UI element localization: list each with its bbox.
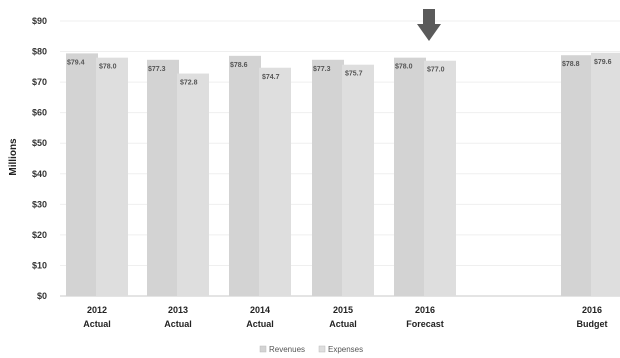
legend-swatch [318,345,326,353]
revenue-bar [312,59,344,296]
expense-data-label: $74.7 [262,74,280,81]
down-arrow-icon [417,9,441,41]
category-year-label: 2016 [582,305,602,315]
expense-bar [591,52,620,297]
revenue-data-label: $77.3 [148,66,166,73]
revenue-data-label: $79.4 [67,59,85,66]
y-tick-label: $50 [32,138,47,148]
revenue-bar [147,59,179,296]
expense-bar [424,60,456,296]
expense-bar [259,67,291,296]
y-tick-label: $60 [32,108,47,118]
legend-label: Expenses [328,345,363,354]
expense-bar [342,64,374,296]
category-year-label: 2016 [415,305,435,315]
data-labels: $79.4 $78.0 $77.3 $72.8 $78.6 $74.7 $77.3 $75.7… [67,59,612,87]
revenue-data-label: $77.3 [313,66,331,73]
y-tick-label: $40 [32,169,47,179]
expense-bar [96,57,128,296]
expense-data-label: $78.0 [99,64,117,71]
revenue-data-label: $78.8 [562,61,580,68]
category-year-label: 2012 [87,305,107,315]
category-kind-label: Budget [577,319,608,329]
revenue-bar [229,55,261,297]
category-kind-label: Forecast [406,319,444,329]
revenue-data-label: $78.6 [230,62,248,69]
legend: Revenues Expenses [259,345,363,354]
y-tick-label: $20 [32,230,47,240]
y-tick-label: $70 [32,77,47,87]
bars [66,52,620,297]
y-axis-ticks: $0 $10 $20 $30 $40 $50 $60 $70 $80 $90 [32,16,47,301]
y-tick-label: $90 [32,16,47,26]
revenue-bar [66,53,98,297]
expense-data-label: $75.7 [345,71,363,78]
y-tick-label: $80 [32,47,47,57]
revenue-bar [394,57,426,296]
category-year-label: 2014 [250,305,270,315]
category-kind-label: Actual [164,319,192,329]
revenue-bar [561,55,593,296]
legend-label: Revenues [269,345,305,354]
category-labels: 2012 Actual 2013 Actual 2014 Actual 2015 Actual… [83,305,607,329]
highlight-arrow-icon [417,9,441,41]
category-kind-label: Actual [83,319,111,329]
expense-data-label: $77.0 [427,67,445,74]
category-year-label: 2013 [168,305,188,315]
legend-swatch [259,345,267,353]
category-year-label: 2015 [333,305,353,315]
category-kind-label: Actual [329,319,357,329]
y-tick-label: $30 [32,199,47,209]
expense-data-label: $79.6 [594,59,612,66]
category-kind-label: Actual [246,319,274,329]
y-axis-label: Millions [8,138,19,176]
y-tick-label: $10 [32,260,47,270]
y-tick-label: $0 [37,291,47,301]
expense-data-label: $72.8 [180,80,198,87]
expense-bar [177,73,209,296]
revenue-data-label: $78.0 [395,64,413,71]
